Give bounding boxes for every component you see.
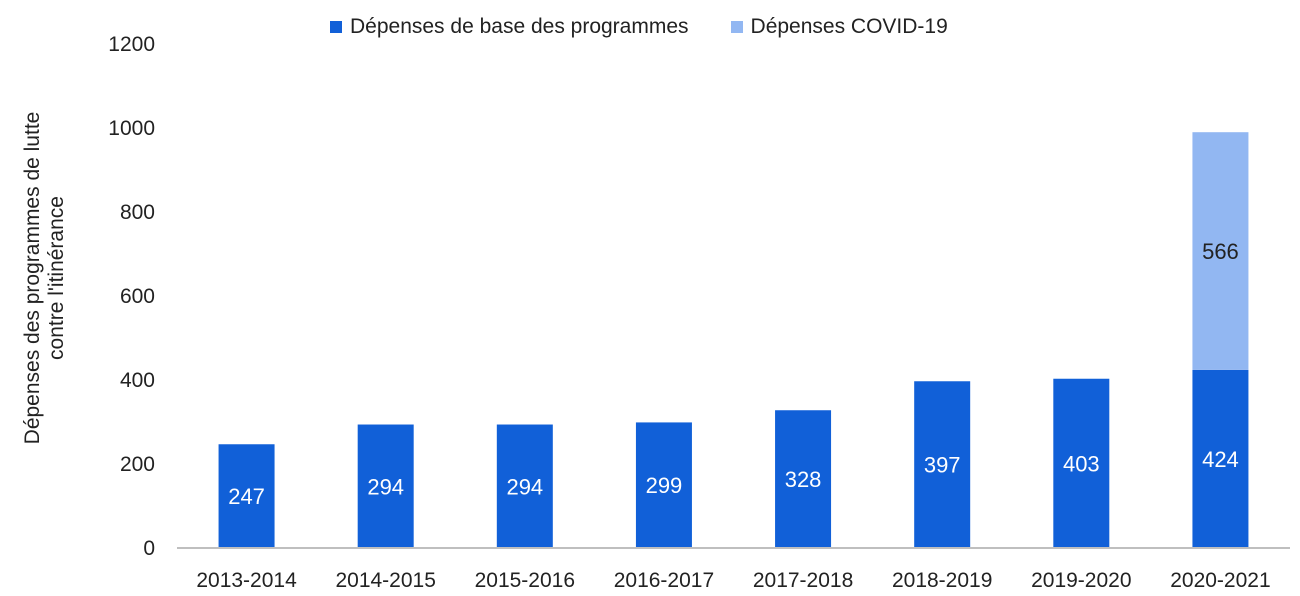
bar-base: [218, 444, 275, 548]
bars: [218, 132, 1249, 548]
y-tick-label: 200: [120, 453, 155, 476]
legend-label-covid: Dépenses COVID-19: [750, 15, 948, 38]
legend-item-base: Dépenses de base des programmes: [330, 15, 689, 39]
y-tick-label: 400: [120, 369, 155, 392]
x-tick-label: 2013-2014: [196, 569, 297, 592]
x-axis-ticks: 2013-2014 2014-2015 2015-2016 2016-2017 2017…: [196, 569, 1270, 592]
bar-base: [357, 424, 414, 548]
x-tick-label: 2014-2015: [335, 569, 435, 592]
data-label-base: 299: [646, 473, 683, 498]
x-tick-label: 2018-2019: [892, 569, 992, 592]
bar-base: [914, 381, 971, 548]
x-tick-label: 2020-2021: [1170, 569, 1270, 592]
legend-item-covid: Dépenses COVID-19: [730, 15, 948, 39]
data-label-base: 247: [228, 484, 265, 509]
x-tick-label: 2016-2017: [614, 569, 714, 592]
y-tick-label: 800: [120, 201, 155, 224]
data-label-base: 294: [506, 474, 543, 499]
y-axis-label-line-2: contre l'itinérance: [45, 196, 68, 360]
x-tick-label: 2017-2018: [753, 569, 853, 592]
y-tick-label: 0: [143, 537, 155, 560]
y-axis-ticks: 0 200 400 600 800 1000 1200: [108, 33, 155, 560]
data-label-base: 424: [1202, 447, 1239, 472]
y-tick-label: 1000: [108, 117, 155, 140]
bar-base: [496, 424, 553, 548]
y-axis-label: Dépenses des programmes de lutte contre …: [21, 68, 69, 488]
bar-labels: 247 294 294 299 328 397 403 424 566: [228, 239, 1239, 509]
bar-base: [1192, 369, 1249, 548]
legend-label-base: Dépenses de base des programmes: [350, 15, 689, 38]
legend-swatch-covid: [730, 21, 743, 33]
data-label-base: 397: [924, 453, 961, 478]
y-tick-label: 1200: [108, 33, 155, 56]
data-label-base: 328: [785, 467, 822, 492]
data-label-base: 403: [1063, 451, 1100, 476]
x-tick-label: 2015-2016: [475, 569, 575, 592]
x-tick-label: 2019-2020: [1031, 569, 1131, 592]
data-label-covid: 566: [1202, 239, 1239, 264]
bar-covid: [1192, 132, 1249, 370]
data-label-base: 294: [367, 474, 404, 499]
bar-base: [635, 422, 692, 548]
y-tick-label: 600: [120, 285, 155, 308]
bar-base: [1053, 378, 1110, 548]
y-axis-label-line-1: Dépenses des programmes de lutte: [21, 111, 44, 445]
legend: Dépenses de base des programmes Dépenses…: [330, 15, 948, 39]
legend-swatch-base: [330, 21, 342, 33]
bar-base: [775, 410, 832, 548]
